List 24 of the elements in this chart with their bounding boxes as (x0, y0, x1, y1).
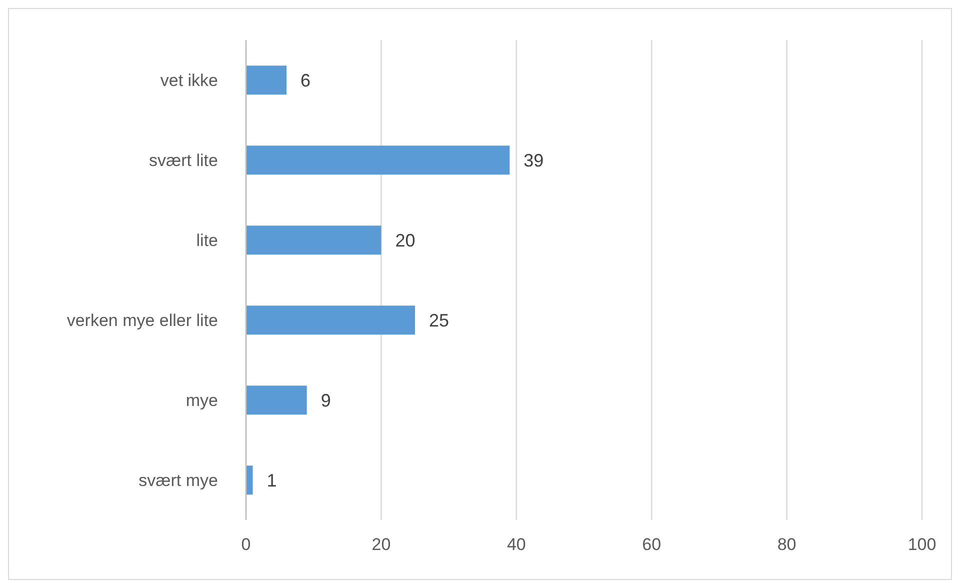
y-tick-label: mye (186, 391, 218, 410)
data-label: 25 (429, 310, 450, 330)
y-tick-label: verken mye eller lite (66, 311, 218, 330)
y-tick-label: svært mye (138, 471, 218, 490)
bar (246, 226, 382, 255)
x-tick-label: 80 (777, 535, 796, 554)
bar (246, 306, 415, 335)
bar (246, 146, 510, 175)
data-label: 39 (524, 150, 544, 170)
x-tick-label: 0 (241, 535, 251, 554)
y-tick-label: lite (196, 231, 218, 250)
data-label: 6 (300, 70, 311, 90)
y-tick-label: svært lite (149, 151, 218, 170)
bar (246, 386, 307, 415)
x-tick-label: 100 (908, 535, 936, 554)
x-tick-label: 60 (642, 535, 662, 554)
data-label: 20 (395, 230, 416, 250)
data-label: 1 (266, 470, 277, 490)
y-tick-label: vet ikke (160, 71, 218, 90)
bar (246, 466, 253, 495)
bar (246, 66, 287, 95)
x-tick-label: 40 (506, 535, 526, 554)
data-label: 9 (320, 390, 331, 410)
x-tick-label: 20 (372, 535, 391, 554)
